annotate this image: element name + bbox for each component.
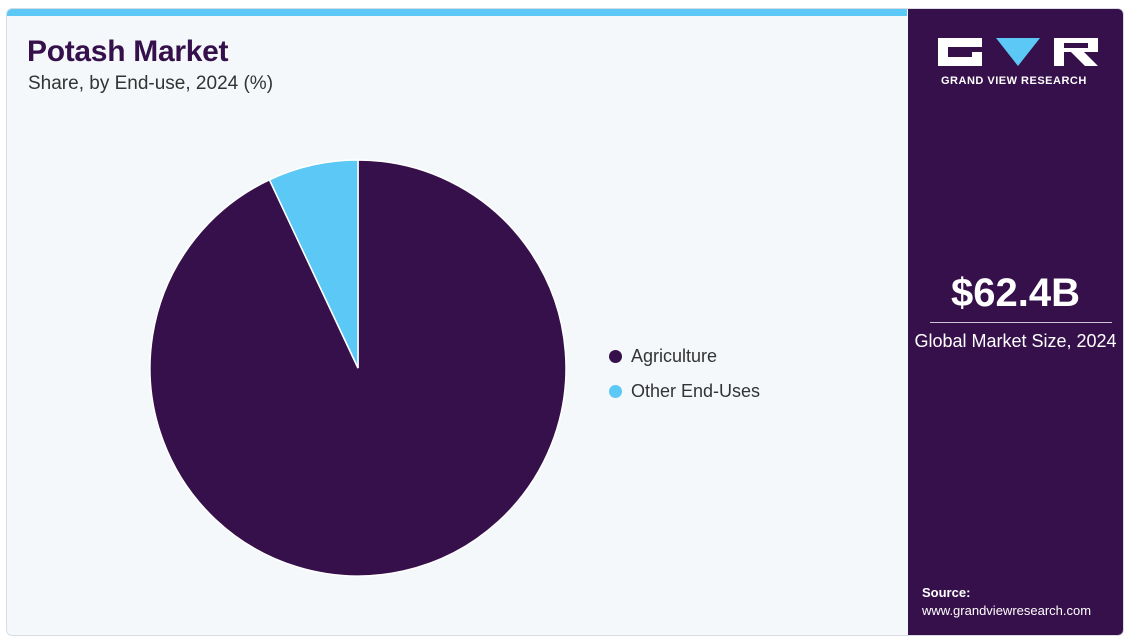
chart-area: Potash Market Share, by End-use, 2024 (%… [7, 9, 907, 635]
legend-swatch [609, 385, 622, 398]
accent-bar [7, 9, 907, 16]
source-label: Source: [922, 585, 971, 600]
market-size-value: $62.4B [951, 271, 1080, 315]
legend-swatch [609, 350, 622, 363]
gvr-logo-icon [938, 38, 1098, 66]
chart-title: Potash Market [27, 35, 229, 68]
legend-label: Agriculture [631, 346, 718, 366]
sidebar-panel: GRAND VIEW RESEARCH $62.4B Global Market… [908, 9, 1123, 635]
logo-text: GRAND VIEW RESEARCH [941, 75, 1087, 87]
source-url: www.grandviewresearch.com [922, 603, 1092, 618]
divider [930, 322, 1112, 323]
chart-subtitle: Share, by End-use, 2024 (%) [28, 73, 274, 94]
pie-slice-other-end-uses [268, 159, 359, 369]
pie-chart [149, 159, 567, 577]
legend-label: Other End-Uses [631, 381, 761, 401]
legend-item: Other End-Uses [609, 374, 760, 409]
legend-item: Agriculture [609, 339, 760, 374]
chart-card: Potash Market Share, by End-use, 2024 (%… [6, 8, 1124, 636]
legend: Agriculture Other End-Uses [609, 339, 760, 409]
market-size-label: Global Market Size, 2024 [914, 331, 1117, 351]
